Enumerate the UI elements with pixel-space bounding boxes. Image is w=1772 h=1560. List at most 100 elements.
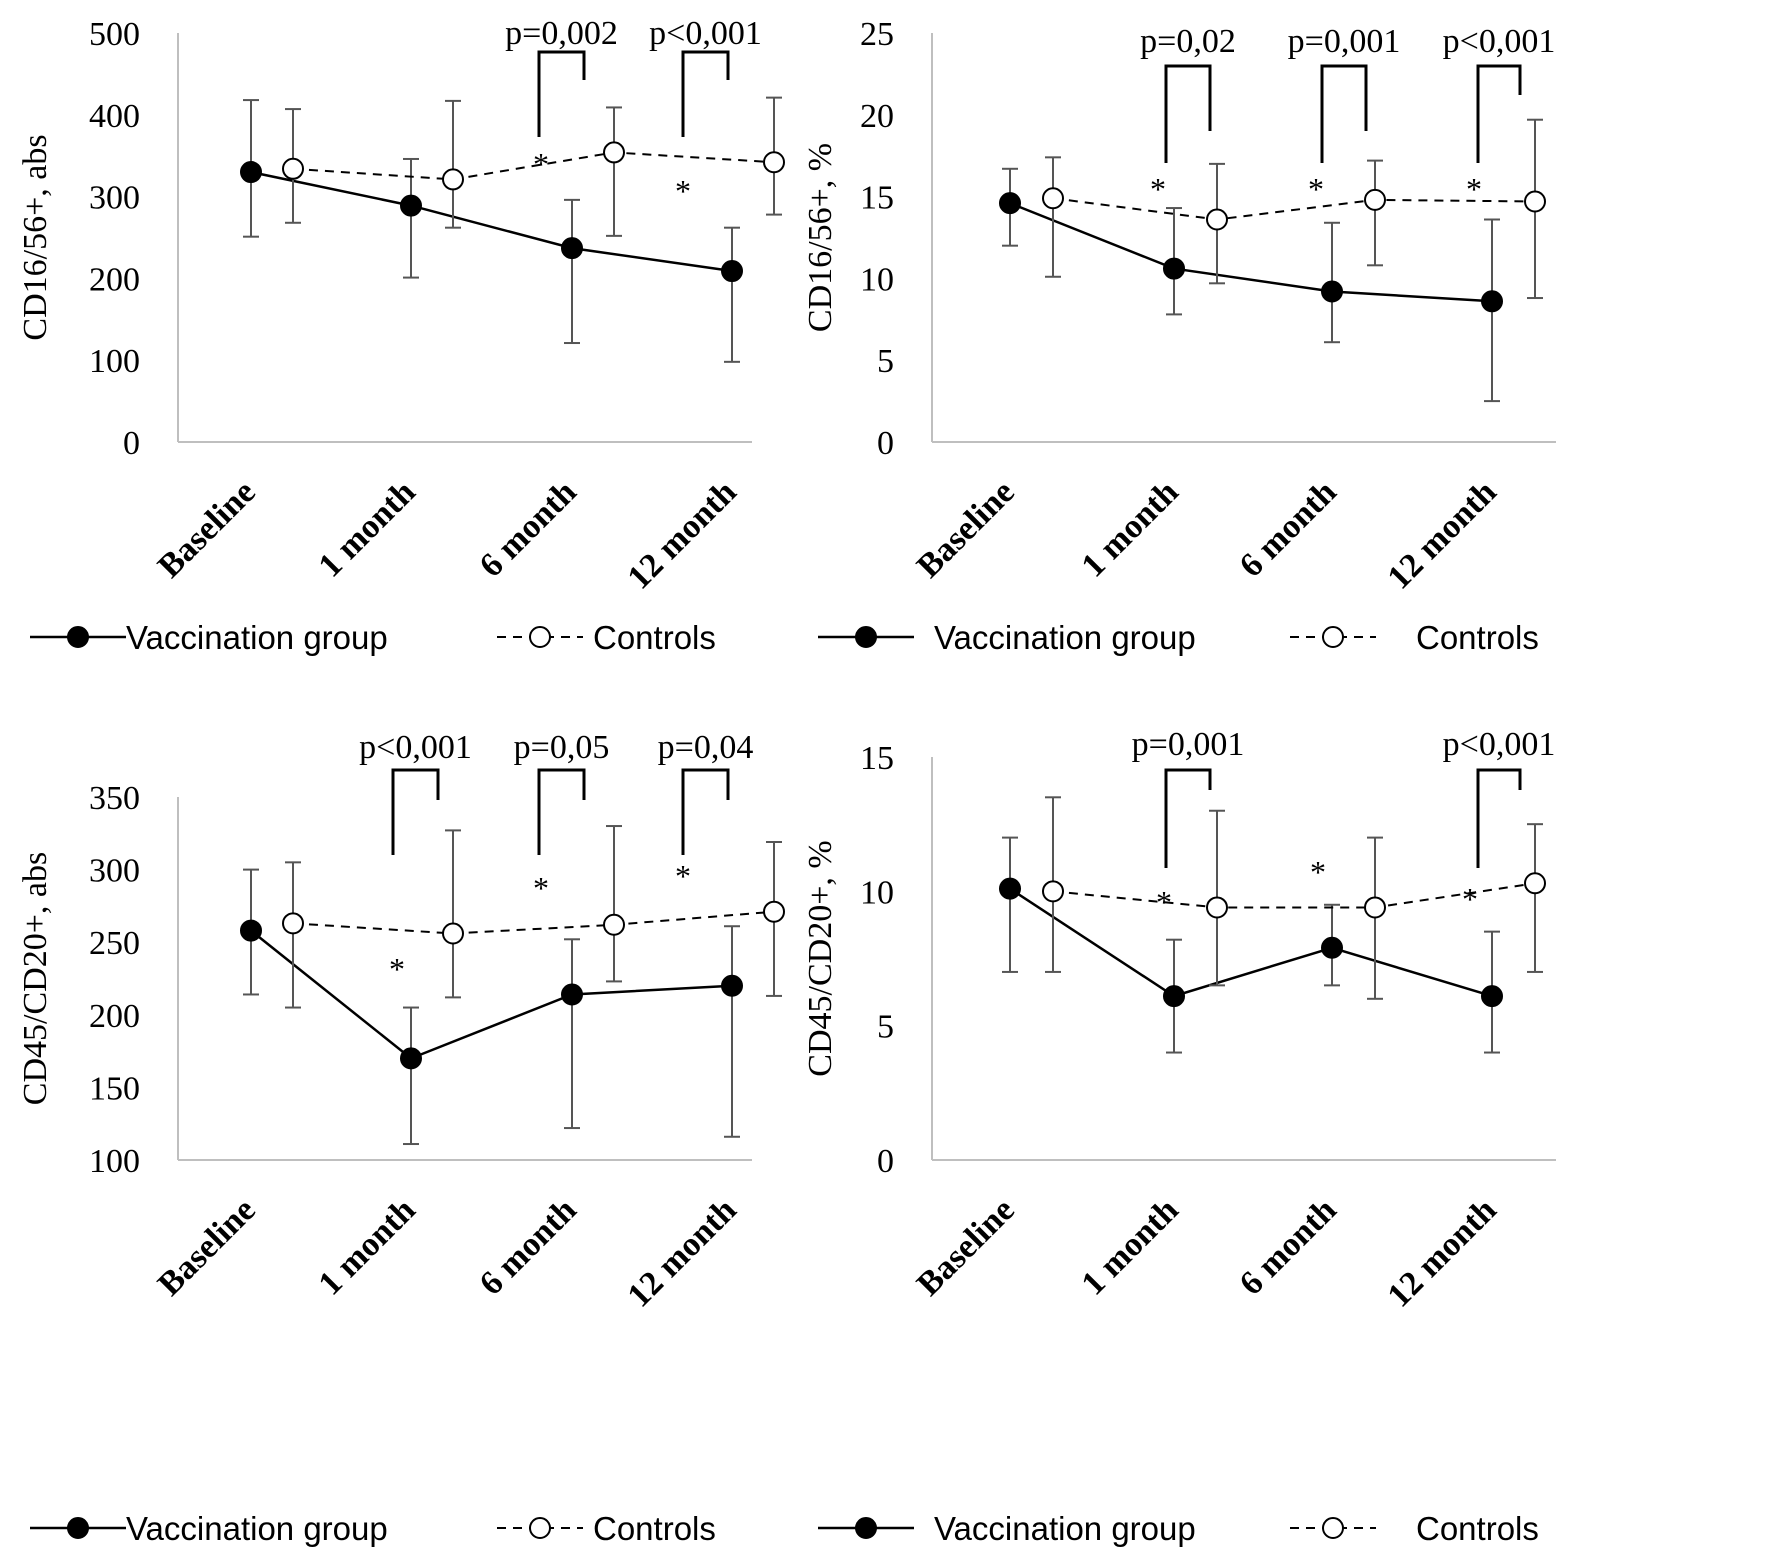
y-axis-title: CD16/56+, abs [17,134,54,340]
y-tick-label: 25 [860,16,894,53]
significance-star: * [533,870,549,906]
significance-bracket [1320,64,1368,163]
legend-label-vaccination: Vaccination group [126,619,388,656]
legend-marker-controls [529,1517,551,1539]
data-point [282,912,304,935]
chart-panel-2: 0 5 10 15 20 25 CD16/56+, % Baseline 1 month 6 mo… [802,16,1556,656]
y-tick-label: 5 [877,343,894,380]
x-category-label: 6 month [473,1191,584,1302]
significance-bracket [537,50,586,137]
chart-panel-1: 0 100 200 300 400 500 CD16/56+, abs Baseline 1 m… [17,15,785,656]
legend: Vaccination group Controls [818,1510,1539,1547]
data-point [400,1047,422,1070]
x-category-label: 1 month [1075,1191,1186,1302]
series-controls [282,96,785,237]
data-point [763,151,785,174]
data-point [1163,985,1185,1008]
x-category-label: 1 month [1075,473,1186,584]
significance-bracket [1164,64,1212,163]
significance-star: * [533,146,549,182]
data-point [999,877,1021,900]
legend-label-vaccination: Vaccination group [934,619,1196,656]
data-point [1042,187,1064,210]
data-point [282,157,304,180]
series-vaccination-group [240,868,743,1146]
data-point [1481,290,1503,313]
y-tick-label: 300 [89,853,140,890]
legend-marker-vaccination [67,626,89,648]
data-point [1481,985,1503,1008]
series-controls [1042,118,1546,300]
legend: Vaccination group Controls [818,619,1539,656]
p-value-label: p<0,001 [1443,726,1556,763]
series-line [1009,887,1493,998]
legend-label-controls: Controls [1416,619,1539,656]
data-point [240,919,262,942]
significance-star: * [1156,884,1172,920]
series-line [1052,197,1536,221]
chart-panel-4: 0 5 10 15 CD45/CD20+, % Baseline 1 month 6 mont… [802,726,1556,1547]
data-point [442,922,464,945]
x-category-label: Baseline [910,1191,1022,1303]
significance-bracket [1476,64,1522,163]
p-value-label: p<0,001 [1443,23,1556,60]
p-value-label: p=0,002 [505,15,618,52]
x-category-label: 6 month [1233,473,1344,584]
significance-bracket [1476,768,1522,868]
data-point [1524,872,1546,895]
significance-star: * [1466,171,1482,207]
significance-bracket [537,768,586,855]
data-point [442,168,464,191]
data-point [999,192,1021,215]
legend-label-controls: Controls [593,619,716,656]
legend-label-vaccination: Vaccination group [934,1510,1196,1547]
data-point [1163,257,1185,280]
y-tick-label: 350 [89,780,140,817]
data-point [721,974,743,997]
significance-star: * [675,173,691,209]
series-line [1052,882,1536,909]
series-vaccination-group [999,836,1503,1054]
data-point [1206,896,1228,919]
y-tick-label: 300 [89,180,140,217]
legend-marker-controls [529,626,551,648]
y-tick-label: 250 [89,925,140,962]
data-point [1321,936,1343,959]
y-tick-label: 15 [860,180,894,217]
x-category-label: 12 month [1381,1191,1504,1314]
series-line [292,910,775,935]
y-tick-label: 10 [860,874,894,911]
y-tick-label: 200 [89,261,140,298]
y-axis-title: CD45/CD20+, abs [17,852,54,1105]
significance-star: * [389,951,405,987]
p-value-label: p<0,001 [359,729,472,766]
p-value-label: p=0,04 [658,729,754,766]
y-tick-label: 5 [877,1009,894,1046]
p-value-label: p=0,02 [1140,23,1236,60]
x-category-label: 12 month [1381,473,1504,596]
series-line [250,929,733,1060]
x-category-label: 6 month [473,473,584,584]
data-point [1321,280,1343,303]
data-point [561,983,583,1006]
y-tick-label: 200 [89,998,140,1035]
p-value-label: p<0,001 [649,15,762,52]
data-point [763,900,785,923]
significance-star: * [1462,881,1478,917]
p-value-label: p=0,001 [1288,23,1401,60]
significance-star: * [1308,171,1324,207]
y-tick-label: 100 [89,343,140,380]
y-tick-label: 10 [860,261,894,298]
legend-label-vaccination: Vaccination group [126,1510,388,1547]
data-point [1206,208,1228,231]
y-tick-label: 400 [89,98,140,135]
legend-marker-controls [1322,1517,1344,1539]
significance-star: * [1310,854,1326,890]
data-point [561,237,583,260]
data-point [240,161,262,184]
data-point [1524,190,1546,213]
p-value-label: p=0,05 [514,729,610,766]
x-category-label: Baseline [151,473,263,585]
series-line [292,151,775,181]
